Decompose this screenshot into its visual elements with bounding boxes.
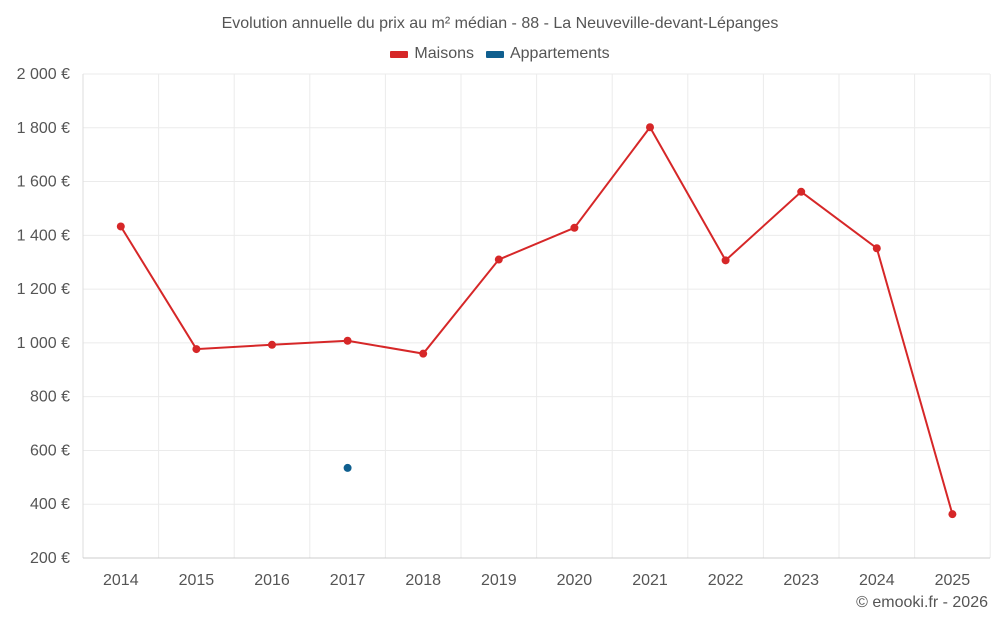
legend-item-appartements[interactable]: Appartements: [485, 45, 610, 63]
data-point-maisons: [419, 349, 428, 358]
data-point-maisons: [948, 510, 957, 519]
x-tick-label: 2015: [179, 572, 215, 589]
legend: Maisons Appartements: [0, 45, 1000, 63]
data-point-maisons: [721, 256, 730, 265]
y-tick-label: 1 000 €: [17, 335, 70, 352]
x-tick-label: 2023: [783, 572, 819, 589]
y-tick-label: 1 400 €: [17, 227, 70, 244]
y-tick-label: 1 200 €: [17, 281, 70, 298]
x-tick-label: 2018: [405, 572, 441, 589]
data-point-maisons: [116, 222, 125, 231]
y-tick-label: 2 000 €: [17, 66, 70, 83]
data-point-maisons: [494, 255, 503, 264]
chart-title: Evolution annuelle du prix au m² médian …: [221, 15, 779, 32]
x-tick-label: 2021: [632, 572, 668, 589]
x-tick-label: 2022: [708, 572, 744, 589]
x-tick-label: 2025: [935, 572, 971, 589]
data-point-maisons: [268, 340, 276, 349]
data-point-maisons: [646, 123, 654, 132]
legend-swatch-appartements: [485, 50, 504, 58]
credit: © emooki.fr - 2026: [856, 594, 988, 611]
x-tick-label: 2024: [859, 572, 895, 589]
data-point-appartements: [343, 463, 352, 472]
y-tick-label: 800 €: [30, 389, 70, 406]
y-tick-label: 200 €: [30, 550, 70, 567]
legend-swatch-maisons: [390, 50, 409, 58]
y-tick-label: 600 €: [30, 442, 70, 459]
data-point-maisons: [192, 345, 201, 354]
series-line-maisons: [119, 125, 954, 515]
x-tick-label: 2014: [103, 572, 139, 589]
legend-label-maisons: Maisons: [414, 45, 474, 62]
y-tick-label: 1 800 €: [17, 120, 70, 137]
data-point-maisons: [797, 187, 806, 196]
x-tick-label: 2016: [254, 572, 290, 589]
legend-item-maisons[interactable]: Maisons: [390, 45, 474, 63]
x-tick-label: 2020: [557, 572, 593, 589]
data-point-maisons: [872, 244, 881, 253]
legend-label-appartements: Appartements: [509, 45, 610, 62]
x-tick-label: 2017: [330, 572, 366, 589]
x-tick-label: 2019: [481, 572, 517, 589]
y-tick-label: 400 €: [30, 496, 70, 513]
data-point-maisons: [570, 223, 579, 232]
y-tick-label: 1 600 €: [17, 174, 70, 191]
data-point-maisons: [343, 336, 352, 345]
